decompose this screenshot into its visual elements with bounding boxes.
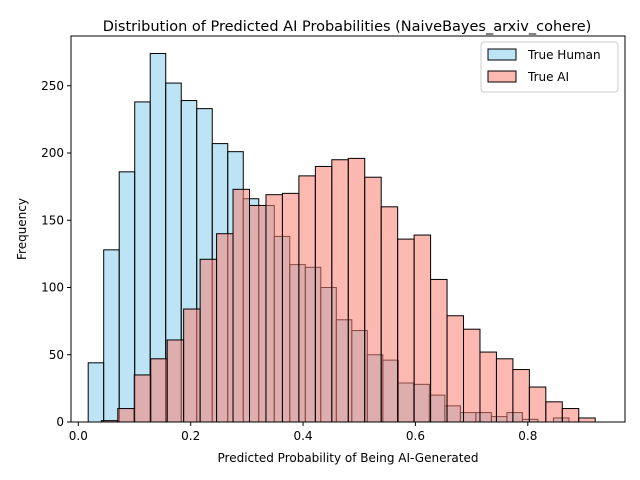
bar-true-ai-16 [364,176,382,423]
bar-true-ai-14 [331,159,349,423]
bar-true-ai-15 [347,157,366,423]
y-tick-label: 50 [49,348,64,362]
bar-true-ai-2 [133,374,152,423]
plot-frame [70,35,626,423]
bar-true-ai-13 [314,165,333,423]
y-tick-label: 100 [41,281,64,295]
bar-true-ai-25 [512,369,530,423]
x-tick-label: 0.2 [181,429,200,443]
bar-true-ai-12 [298,175,316,423]
bar-true-ai-8 [232,188,250,423]
y-axis-ticks: 0 50 100 150 200 250 [41,79,71,429]
bar-true-ai-10 [265,194,283,423]
bar-true-ai-1 [117,408,135,423]
bar-true-ai-20 [430,278,448,423]
y-tick-label: 200 [41,146,64,160]
bar-true-ai-17 [380,206,399,423]
bar-true-ai-28 [561,408,580,423]
y-tick-label: 0 [56,415,64,429]
legend-label-true-human: True Human [527,48,601,62]
bar-true-ai-21 [446,315,465,423]
bar-true-ai-24 [495,358,514,423]
legend: True Human True AI [480,41,619,93]
bar-true-ai-7 [216,233,234,423]
legend-label-true-ai: True AI [527,70,569,84]
x-axis-label: Predicted Probability of Being AI-Genera… [218,451,479,465]
x-tick-label: 0.4 [294,429,313,443]
bar-true-human-1 [103,249,120,423]
bar-true-human-2 [118,171,136,423]
bar-true-ai-27 [545,401,563,423]
x-tick-label: 0.6 [406,429,425,443]
bar-true-human-0 [87,362,105,423]
y-tick-label: 150 [41,213,64,227]
bar-true-ai-5 [183,308,201,423]
bar-true-ai-18 [397,238,415,423]
legend-swatch-true-human [487,48,517,61]
bar-true-ai-26 [528,386,547,423]
legend-swatch-true-ai [487,70,517,83]
bar-true-ai-6 [199,258,218,423]
bar-true-ai-29 [578,417,596,423]
bar-true-ai-3 [150,358,168,423]
bar-true-ai-19 [413,234,432,423]
x-tick-label: 0.0 [69,429,88,443]
bar-true-ai-22 [463,328,481,423]
bar-true-ai-4 [166,339,185,423]
x-tick-label: 0.8 [518,429,537,443]
bar-true-ai-11 [281,192,300,423]
bar-true-ai-23 [479,351,497,423]
bar-true-human-3 [134,101,151,423]
chart-title: Distribution of Predicted AI Probabiliti… [103,19,592,35]
bars-layer [87,52,596,423]
bar-true-ai-9 [249,204,267,423]
y-tick-label: 250 [41,79,64,93]
x-axis-ticks: 0.0 0.2 0.4 0.6 0.8 [69,422,537,443]
y-axis-label: Frequency [15,198,29,260]
